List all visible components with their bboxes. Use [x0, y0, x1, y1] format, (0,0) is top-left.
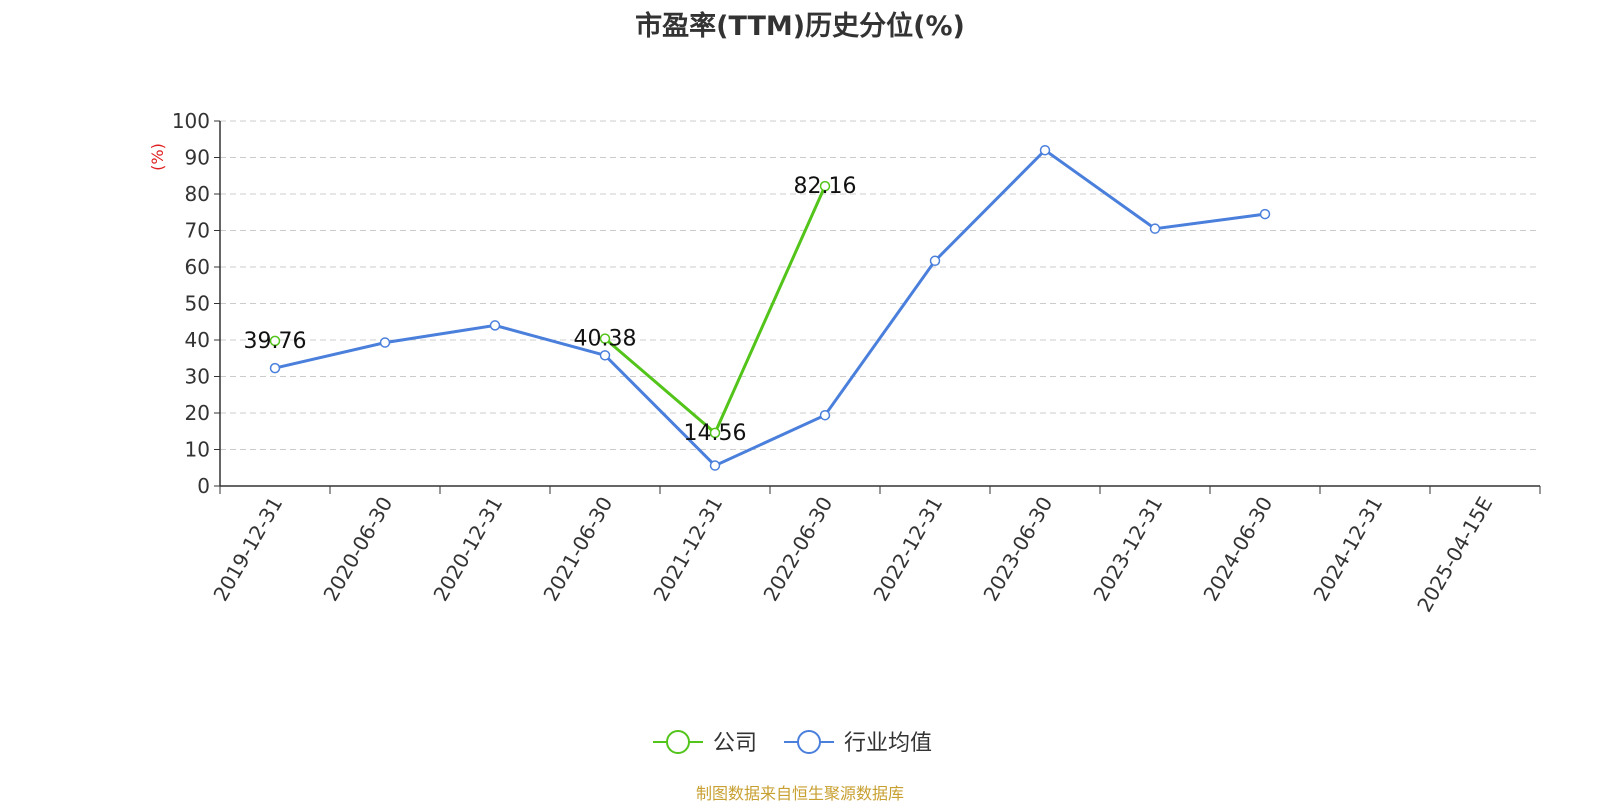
y-tick-label: 0 — [197, 474, 210, 498]
legend: 公司 行业均值 — [653, 730, 932, 756]
data-point — [709, 460, 721, 471]
data-point — [489, 320, 501, 331]
x-tick-label: 2020-06-30 — [318, 493, 397, 606]
series-lines — [269, 144, 1271, 471]
data-labels: 39.76 40.38 14.56 82.16 — [244, 174, 857, 446]
x-tick-label: 2025-04-15E — [1412, 493, 1497, 617]
data-label: 14.56 — [684, 421, 747, 446]
data-point — [929, 255, 941, 267]
y-tick-label: 40 — [185, 328, 210, 352]
data-point — [1039, 144, 1051, 156]
data-point — [1149, 223, 1161, 234]
data-point — [709, 427, 721, 439]
data-point — [379, 337, 391, 348]
legend-label: 公司 — [713, 731, 757, 756]
y-tick-label: 100 — [172, 109, 210, 133]
y-tick-label: 20 — [185, 401, 210, 425]
y-tick-label: 50 — [185, 292, 210, 316]
legend-label: 行业均值 — [844, 731, 932, 756]
x-tick-label: 2022-12-31 — [868, 493, 947, 606]
data-point — [599, 350, 611, 361]
x-tick-label: 2020-12-31 — [428, 493, 507, 606]
x-tick-label: 2021-12-31 — [648, 493, 727, 606]
grid-lines — [220, 120, 1540, 450]
data-label: 40.38 — [574, 327, 637, 352]
legend-swatch-marker — [797, 730, 821, 754]
data-label: 39.76 — [244, 329, 307, 354]
data-point — [599, 333, 611, 344]
series-line-0 — [604, 185, 827, 436]
data-point — [269, 335, 281, 347]
series-line-1 — [274, 148, 1266, 468]
data-source-note: 制图数据来自恒生聚源数据库 — [695, 784, 904, 803]
y-tick-label: 90 — [185, 146, 210, 170]
y-tick-label: 60 — [185, 255, 210, 279]
data-point — [269, 362, 281, 374]
data-point — [819, 180, 831, 192]
x-tick-label: 2024-12-31 — [1308, 493, 1387, 606]
data-point — [819, 409, 831, 421]
x-tick-label: 2019-12-31 — [208, 493, 287, 606]
x-tick-label: 2021-06-30 — [538, 493, 617, 606]
y-tick-label: 80 — [185, 182, 210, 206]
x-tick-label: 2024-06-30 — [1198, 493, 1277, 606]
y-axis-label: (%) — [148, 143, 167, 171]
chart-title: 市盈率(TTM)历史分位(%) — [635, 11, 965, 42]
x-tick-label: 2023-06-30 — [978, 493, 1057, 606]
legend-swatch-marker — [666, 730, 690, 754]
data-label: 82.16 — [794, 174, 857, 199]
x-tick-label: 2022-06-30 — [758, 493, 837, 606]
y-tick-label: 10 — [185, 438, 210, 462]
y-tick-label: 70 — [185, 219, 210, 243]
y-tick-label: 30 — [185, 365, 210, 389]
data-point — [1259, 208, 1271, 220]
x-tick-label: 2023-12-31 — [1088, 493, 1167, 606]
